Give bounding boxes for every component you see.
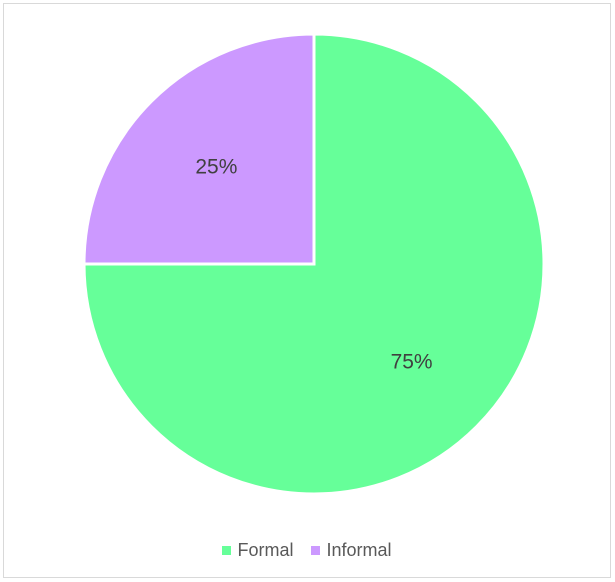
legend-swatch-formal bbox=[222, 546, 232, 555]
pie-slice-formal bbox=[82, 32, 546, 496]
chart-area: 75% 25% Formal Informal bbox=[3, 3, 611, 578]
pie-slice-informal bbox=[82, 32, 316, 266]
legend-swatch-informal bbox=[311, 546, 321, 555]
legend-item-formal: Formal bbox=[222, 540, 293, 561]
pie-chart: 75% 25% bbox=[82, 32, 546, 496]
legend-label-formal: Formal bbox=[237, 540, 294, 560]
data-label-informal: 25% bbox=[195, 155, 237, 178]
legend: Formal Informal bbox=[4, 540, 610, 561]
legend-item-informal: Informal bbox=[311, 540, 392, 561]
legend-label-informal: Informal bbox=[326, 540, 392, 560]
data-label-formal: 75% bbox=[391, 351, 433, 374]
